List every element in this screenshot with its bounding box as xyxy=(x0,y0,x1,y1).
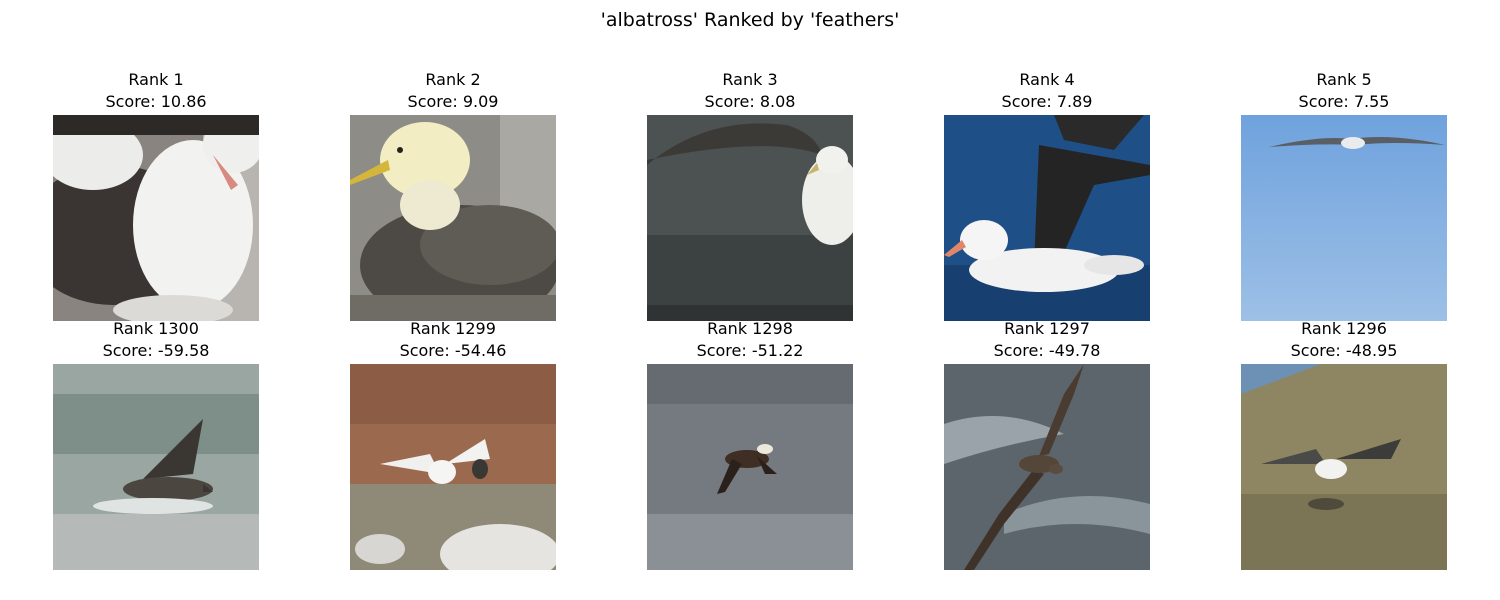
rank-label: Rank 1297 xyxy=(1004,319,1090,338)
rank-label: Rank 2 xyxy=(425,70,481,89)
figure-title: 'albatross' Ranked by 'feathers' xyxy=(600,9,900,31)
score-label: Score: -54.46 xyxy=(399,341,507,360)
rank-label: Rank 1300 xyxy=(113,319,199,338)
albatross-photo xyxy=(647,115,853,321)
result-panel-rank-1: Rank 1 Score: 10.86 xyxy=(53,71,259,321)
result-panel-rank-1299: Rank 1299 Score: -54.46 xyxy=(350,320,556,570)
score-label: Score: -49.78 xyxy=(993,341,1101,360)
albatross-photo xyxy=(350,115,556,321)
albatross-photo xyxy=(350,364,556,570)
score-label: Score: 7.55 xyxy=(1298,92,1390,111)
albatross-photo xyxy=(53,364,259,570)
albatross-photo xyxy=(1241,115,1447,321)
rank-label: Rank 1298 xyxy=(707,319,793,338)
albatross-photo xyxy=(944,364,1150,570)
albatross-photo xyxy=(944,115,1150,321)
score-label: Score: 8.08 xyxy=(704,92,796,111)
albatross-photo xyxy=(647,364,853,570)
rank-label: Rank 1299 xyxy=(410,319,496,338)
albatross-photo xyxy=(1241,364,1447,570)
result-panel-rank-1296: Rank 1296 Score: -48.95 xyxy=(1241,320,1447,570)
albatross-photo xyxy=(53,115,259,321)
score-label: Score: 7.89 xyxy=(1001,92,1093,111)
result-panel-rank-1300: Rank 1300 Score: -59.58 xyxy=(53,320,259,570)
result-panel-rank-3: Rank 3 Score: 8.08 xyxy=(647,71,853,321)
result-panel-rank-4: Rank 4 Score: 7.89 xyxy=(944,71,1150,321)
score-label: Score: 10.86 xyxy=(105,92,207,111)
result-panel-rank-1298: Rank 1298 Score: -51.22 xyxy=(647,320,853,570)
rank-label: Rank 4 xyxy=(1019,70,1075,89)
rank-label: Rank 1296 xyxy=(1301,319,1387,338)
score-label: Score: -51.22 xyxy=(696,341,804,360)
result-panel-rank-2: Rank 2 Score: 9.09 xyxy=(350,71,556,321)
score-label: Score: -59.58 xyxy=(102,341,210,360)
rank-label: Rank 3 xyxy=(722,70,778,89)
rank-label: Rank 5 xyxy=(1316,70,1372,89)
score-label: Score: -48.95 xyxy=(1290,341,1398,360)
rank-label: Rank 1 xyxy=(128,70,184,89)
result-panel-rank-5: Rank 5 Score: 7.55 xyxy=(1241,71,1447,321)
result-panel-rank-1297: Rank 1297 Score: -49.78 xyxy=(944,320,1150,570)
score-label: Score: 9.09 xyxy=(407,92,499,111)
